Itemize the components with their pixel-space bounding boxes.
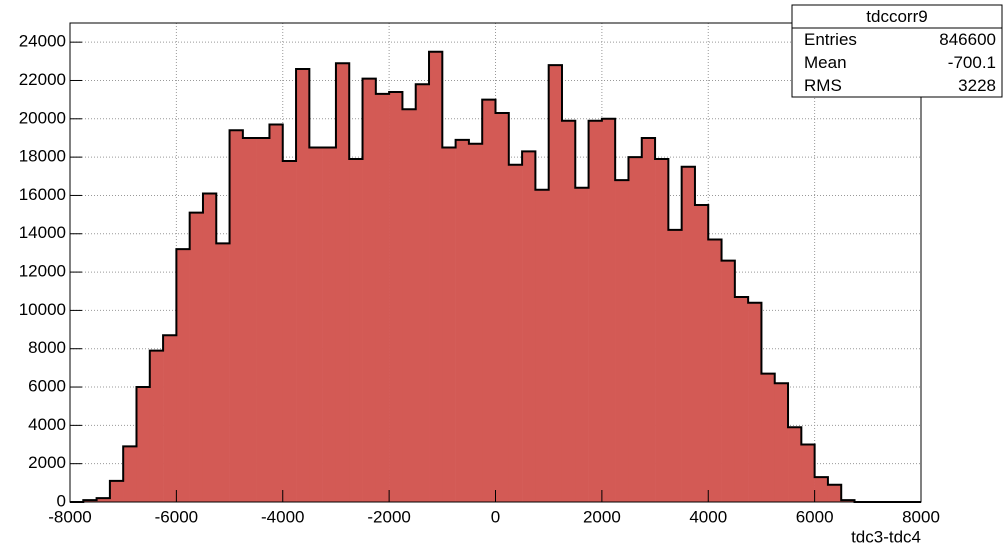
bar <box>136 387 151 502</box>
bar <box>668 229 682 503</box>
bar <box>495 113 510 502</box>
bar <box>561 120 576 502</box>
bar <box>322 147 337 503</box>
x-tick-label: 0 <box>491 507 500 526</box>
bar <box>628 157 643 502</box>
stats-value: -700.1 <box>948 53 996 72</box>
y-tick-label: 8000 <box>28 338 66 357</box>
y-tick-label: 20000 <box>19 108 66 127</box>
bar <box>468 143 483 502</box>
x-tick-label: 6000 <box>796 507 834 526</box>
y-tick-label: 4000 <box>28 415 66 434</box>
bar <box>774 383 789 502</box>
bar <box>442 147 456 503</box>
bar <box>827 484 842 502</box>
bar <box>123 446 137 502</box>
bar <box>163 335 177 502</box>
bar <box>761 373 776 502</box>
bar <box>149 350 164 502</box>
bar <box>415 84 430 502</box>
stats-box: tdccorr9 Entries 846600 Mean -700.1 RMS 3228 <box>791 4 1003 98</box>
bar <box>389 91 403 502</box>
x-tick-label: -2000 <box>367 507 410 526</box>
y-tick-label: 0 <box>57 491 66 510</box>
bar <box>216 243 230 502</box>
x-axis-label: tdc3-tdc4 <box>851 527 921 546</box>
y-tick-label: 22000 <box>19 70 66 89</box>
histogram-outline <box>70 50 921 503</box>
stats-title: tdccorr9 <box>866 7 927 26</box>
bar <box>202 193 217 503</box>
stats-label: RMS <box>804 76 842 95</box>
y-tick-label: 14000 <box>19 223 66 242</box>
bar <box>522 151 536 502</box>
bar <box>429 51 443 503</box>
y-tick-label: 6000 <box>28 377 66 396</box>
y-tick-label: 16000 <box>19 185 66 204</box>
x-tick-label: -6000 <box>155 507 198 526</box>
bar <box>455 139 470 502</box>
bar <box>588 120 603 502</box>
bar <box>708 239 722 502</box>
bar <box>335 63 350 503</box>
stats-label: Mean <box>804 53 847 72</box>
bar <box>375 93 390 502</box>
bar <box>535 189 549 502</box>
y-tick-label: 10000 <box>19 300 66 319</box>
bar <box>256 137 270 502</box>
y-tick-label: 12000 <box>19 262 66 281</box>
stats-frame <box>791 4 1003 98</box>
bar <box>482 99 496 502</box>
bar <box>694 205 709 502</box>
bar <box>362 78 377 503</box>
x-tick-label: 4000 <box>689 507 727 526</box>
x-tick-label: 2000 <box>583 507 621 526</box>
bar <box>242 137 257 502</box>
bar <box>788 427 802 502</box>
bar <box>748 302 762 502</box>
bar <box>189 212 204 502</box>
bar <box>269 124 284 502</box>
bar <box>508 164 523 502</box>
bar <box>296 68 310 502</box>
x-tick-label: -4000 <box>261 507 304 526</box>
y-tick-label: 24000 <box>19 32 66 51</box>
bar <box>734 296 749 502</box>
bar <box>402 109 417 502</box>
bar <box>641 137 656 502</box>
bar <box>801 444 815 502</box>
bar <box>721 260 736 502</box>
y-tick-label: 2000 <box>28 453 66 472</box>
bar <box>814 477 829 502</box>
bar <box>109 480 124 502</box>
bar <box>681 166 696 502</box>
bar <box>615 180 629 502</box>
stats-label: Entries <box>804 30 857 49</box>
bar <box>96 498 111 502</box>
bar <box>282 160 297 502</box>
y-tick-label: 18000 <box>19 147 66 166</box>
x-tick-label: 8000 <box>902 507 940 526</box>
bar <box>548 65 563 502</box>
stats-value: 846600 <box>939 30 996 49</box>
x-tick-label: -8000 <box>48 507 91 526</box>
bar <box>575 187 589 502</box>
bar <box>176 249 190 502</box>
bar <box>655 159 669 502</box>
bar <box>309 147 323 503</box>
bar <box>601 118 616 503</box>
bar <box>229 130 244 502</box>
stats-value: 3228 <box>958 76 996 95</box>
bar <box>349 159 363 502</box>
